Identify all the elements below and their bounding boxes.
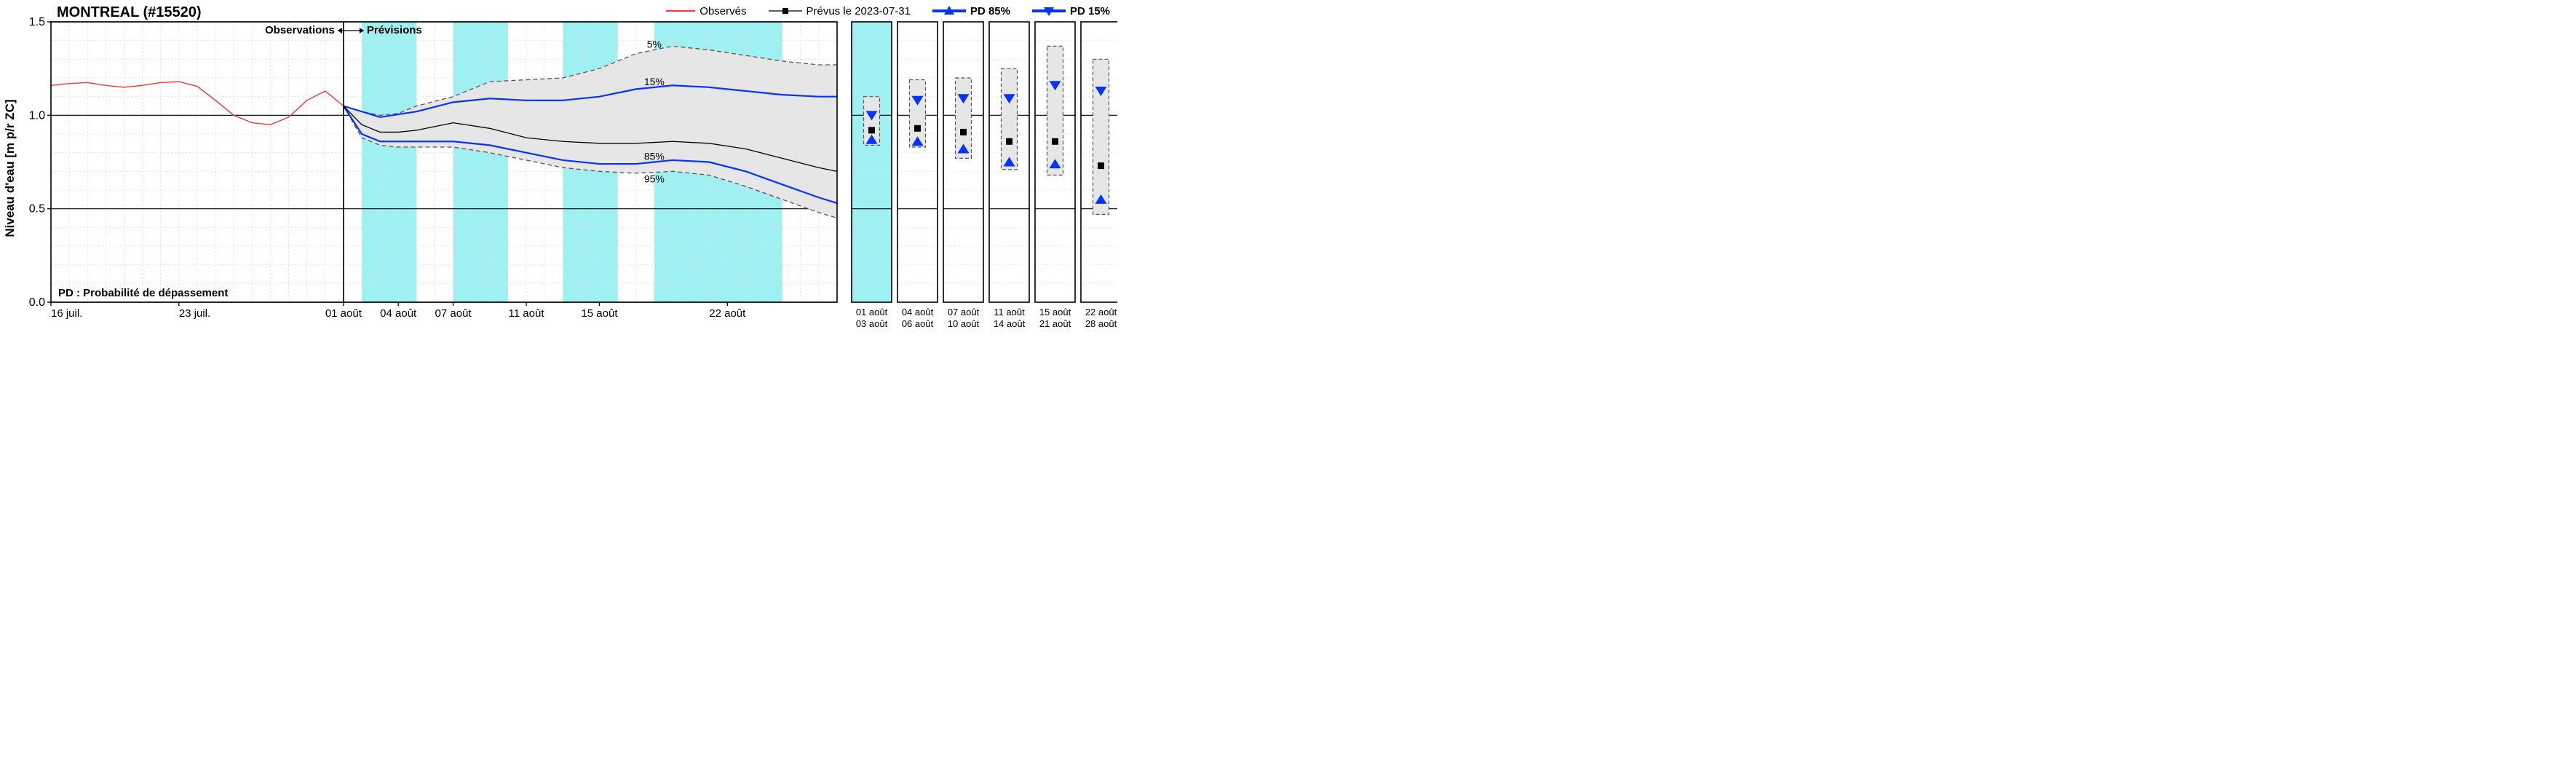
svg-text:11 août: 11 août xyxy=(994,307,1025,317)
svg-text:15 août: 15 août xyxy=(1039,307,1071,317)
chart-title: MONTREAL (#15520) xyxy=(57,4,202,21)
svg-text:04 août: 04 août xyxy=(902,307,934,317)
svg-text:Observations: Observations xyxy=(265,24,335,36)
svg-text:15%: 15% xyxy=(644,76,665,87)
chart-svg: Observations Prévisions 5% 15% 85% 95% PD : Pr… xyxy=(0,0,1117,336)
svg-text:01 août: 01 août xyxy=(325,307,362,320)
legend-prevus: Prévus le 2023-07-31 xyxy=(769,5,911,17)
svg-text:PD : Probabilité de dépassemen: PD : Probabilité de dépassement xyxy=(58,287,228,299)
svg-text:15 août: 15 août xyxy=(581,307,618,320)
svg-text:21 août: 21 août xyxy=(1039,318,1071,329)
y-axis-label: Niveau d'eau [m p/r ZC] xyxy=(3,99,17,237)
svg-text:06 août: 06 août xyxy=(902,318,934,329)
legend-pd15: PD 15% xyxy=(1032,4,1110,17)
svg-text:10 août: 10 août xyxy=(948,318,980,329)
svg-text:1.0: 1.0 xyxy=(29,109,45,122)
legend: Observés Prévus le 2023-07-31 PD 85% PD … xyxy=(666,4,1110,17)
svg-text:04 août: 04 août xyxy=(380,307,417,320)
svg-text:5%: 5% xyxy=(647,39,662,50)
svg-text:01 août: 01 août xyxy=(856,307,888,317)
svg-text:0.5: 0.5 xyxy=(29,203,45,216)
svg-text:22 août: 22 août xyxy=(709,307,746,320)
svg-text:22 août: 22 août xyxy=(1085,307,1117,317)
svg-text:16 juil.: 16 juil. xyxy=(51,307,82,320)
svg-text:0.0: 0.0 xyxy=(29,296,45,309)
legend-pd85: PD 85% xyxy=(932,4,1010,17)
legend-observes: Observés xyxy=(666,5,746,17)
svg-text:1.5: 1.5 xyxy=(29,16,45,28)
svg-text:85%: 85% xyxy=(644,151,665,162)
svg-text:Prévisions: Prévisions xyxy=(367,24,422,36)
svg-text:95%: 95% xyxy=(644,173,665,185)
svg-text:07 août: 07 août xyxy=(948,307,980,317)
svg-text:23 juil.: 23 juil. xyxy=(179,307,210,320)
legend-label: PD 85% xyxy=(970,5,1010,17)
legend-label: Observés xyxy=(700,5,746,17)
legend-label: Prévus le 2023-07-31 xyxy=(807,5,911,17)
svg-text:07 août: 07 août xyxy=(435,307,472,320)
svg-text:14 août: 14 août xyxy=(994,318,1026,329)
svg-text:03 août: 03 août xyxy=(856,318,888,329)
svg-text:28 août: 28 août xyxy=(1085,318,1117,329)
legend-label: PD 15% xyxy=(1070,5,1110,17)
svg-text:11 août: 11 août xyxy=(509,307,545,320)
